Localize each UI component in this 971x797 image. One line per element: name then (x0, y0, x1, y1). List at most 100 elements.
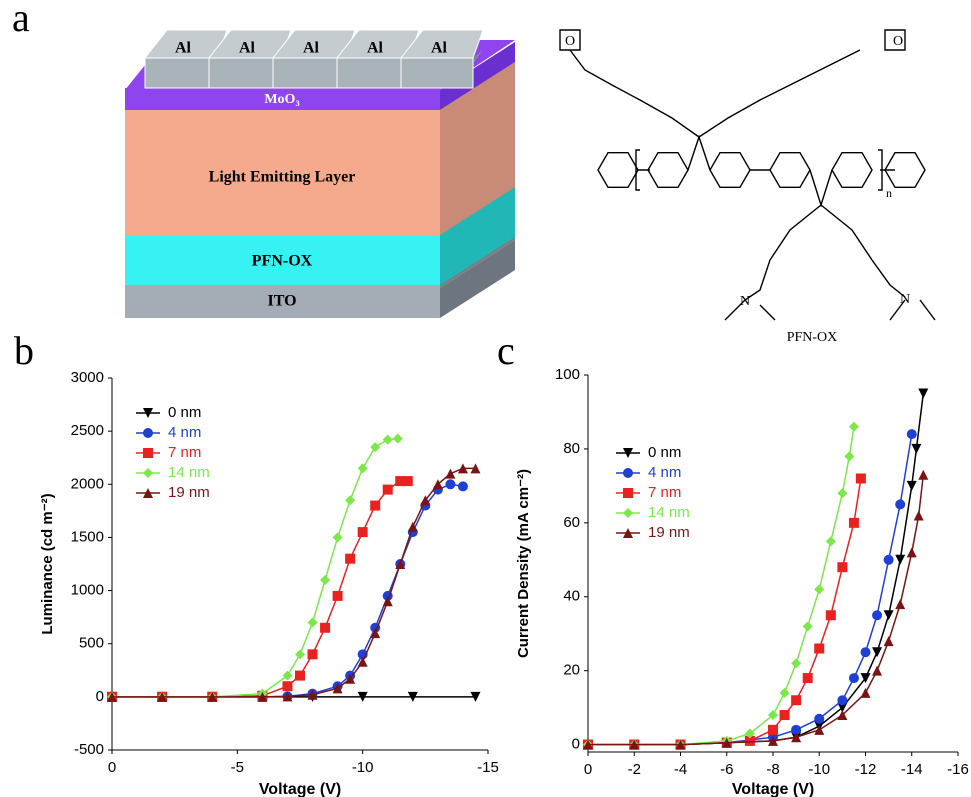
marker (791, 724, 802, 735)
y-tick-label: 2500 (71, 422, 104, 439)
marker (814, 584, 825, 595)
electrode-label: Al (303, 40, 320, 57)
marker (837, 488, 848, 499)
marker (357, 463, 368, 474)
y-axis-label: Luminance (cd m⁻²) (39, 493, 56, 634)
marker (392, 433, 403, 444)
marker (883, 610, 894, 621)
marker (307, 689, 318, 700)
marker (307, 649, 318, 660)
marker (814, 713, 825, 724)
x-tick-label: -10 (808, 761, 830, 778)
marker (457, 463, 468, 474)
y-tick-label: 1500 (71, 528, 104, 545)
marker (357, 656, 368, 667)
marker (320, 622, 331, 633)
layer-label: Light Emitting Layer (209, 169, 356, 186)
marker (457, 481, 468, 492)
legend-marker (143, 468, 153, 478)
x-tick-label: -2 (628, 761, 641, 778)
electrode (272, 57, 346, 89)
marker (768, 724, 778, 735)
marker (918, 469, 929, 480)
x-tick-label: -14 (901, 761, 923, 778)
marker (107, 691, 117, 702)
y-tick-label: 40 (563, 588, 580, 605)
ring (597, 151, 639, 189)
marker (320, 574, 331, 585)
legend-label: 7 nm (648, 484, 681, 501)
electrode (336, 57, 410, 89)
marker (825, 536, 836, 547)
layer (125, 110, 440, 235)
marker (370, 442, 381, 453)
marker (872, 647, 883, 658)
structure-name: PFN-OX (787, 330, 838, 345)
marker (883, 554, 894, 565)
legend-label: 14 nm (168, 464, 210, 481)
bracket (635, 149, 883, 191)
side (440, 62, 515, 235)
legend-label: 7 nm (168, 444, 201, 461)
legend-label: 4 nm (168, 424, 201, 441)
atom-label: N (740, 294, 750, 309)
marker (791, 732, 802, 743)
legend-marker (623, 508, 633, 518)
marker (814, 643, 825, 654)
marker (295, 670, 305, 681)
marker (420, 495, 431, 506)
marker (848, 517, 859, 528)
x-tick-label: -10 (352, 759, 374, 776)
layer (125, 88, 440, 110)
x-tick-label: -5 (231, 759, 244, 776)
layer (125, 285, 440, 318)
chain (569, 49, 936, 321)
marker (345, 673, 356, 684)
marker (837, 695, 848, 706)
layer-label: PFN-OX (252, 253, 313, 270)
marker (382, 434, 393, 445)
legend-marker (143, 428, 153, 438)
y-tick-label: 60 (563, 514, 580, 531)
electrode-label: Al (175, 40, 192, 57)
marker (837, 562, 848, 573)
marker (791, 695, 802, 706)
marker (744, 735, 755, 746)
marker (675, 739, 686, 750)
atom-label: O (565, 34, 575, 49)
marker (295, 649, 305, 660)
marker (837, 710, 848, 721)
bond (687, 134, 833, 208)
layer-label: MoO₃ (264, 92, 299, 107)
marker (332, 532, 343, 543)
atom-label: N (900, 292, 910, 307)
electrode (144, 57, 218, 89)
electrode (400, 57, 474, 89)
marker (157, 691, 168, 702)
marker (913, 510, 924, 521)
series-line (112, 467, 476, 698)
marker (802, 621, 813, 632)
marker (307, 617, 318, 628)
marker (445, 479, 456, 490)
y-tick-label: 500 (79, 635, 104, 652)
marker (470, 691, 481, 702)
marker (918, 388, 929, 399)
legend-label: 19 nm (648, 524, 690, 541)
marker (860, 673, 871, 684)
y-tick-label: 2000 (71, 475, 104, 492)
marker (860, 687, 871, 698)
marker (432, 479, 443, 490)
marker (370, 500, 381, 511)
chart: c 0 20 40 60 80 100 0 -2 -4 -6 -8 -10 -12 -14 -16 Voltag… (497, 328, 969, 797)
marker (825, 610, 836, 621)
x-tick-label: -4 (674, 761, 687, 778)
atom-label: O (893, 34, 903, 49)
marker (721, 737, 732, 748)
x-axis-label: Voltage (V) (259, 781, 341, 797)
legend-marker (623, 528, 633, 538)
side (440, 42, 515, 110)
marker (860, 647, 871, 658)
